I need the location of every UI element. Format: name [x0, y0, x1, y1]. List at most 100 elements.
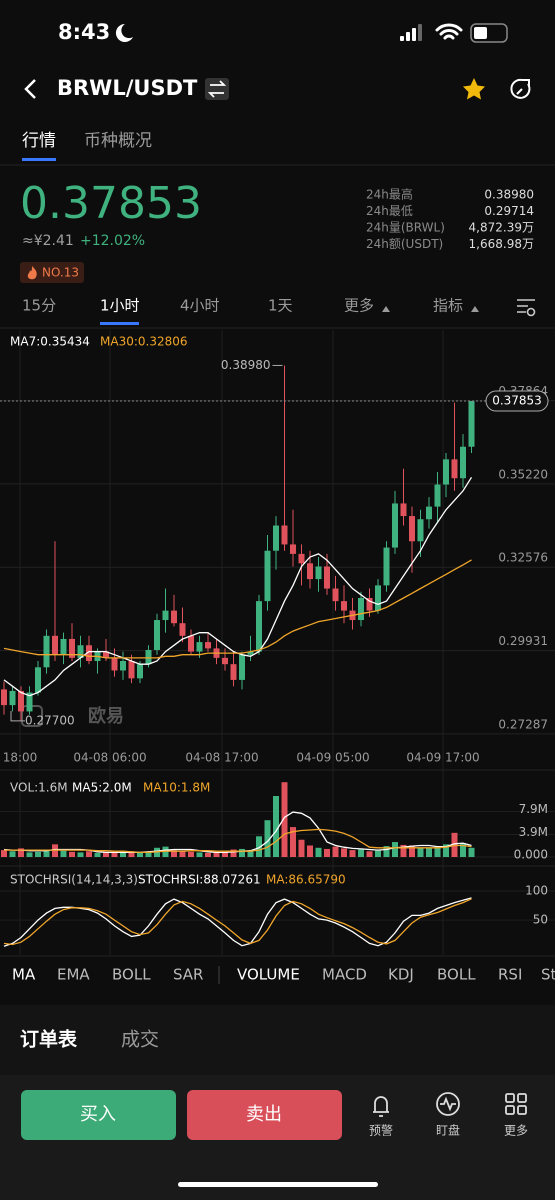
candle-body	[162, 610, 169, 621]
wifi-icon	[435, 23, 463, 40]
candle-body	[332, 588, 339, 602]
orders-section	[0, 1005, 555, 1075]
high-label: 0.38980	[221, 358, 271, 372]
indicator-tab[interactable]: VOLUME	[237, 966, 300, 984]
chart-settings-button[interactable]	[517, 299, 536, 317]
stat-value: 0.38980	[484, 188, 534, 202]
interval-tab[interactable]: 指标	[433, 297, 463, 315]
sell-button[interactable]	[187, 1090, 342, 1140]
status-time: 8:43	[58, 20, 110, 44]
candle-body	[298, 553, 305, 564]
volume-bar	[366, 851, 373, 857]
tab-orderbook[interactable]: 订单表	[20, 1028, 78, 1051]
stoch-k-legend: STOCHRSI:88.07261	[138, 873, 261, 887]
volume-bar	[179, 851, 186, 857]
interval-tab[interactable]: 1天	[268, 297, 293, 315]
indicator-tab[interactable]: KDJ	[388, 966, 414, 984]
candle-body	[247, 651, 254, 655]
candle-body	[9, 690, 16, 706]
candle-body	[324, 566, 330, 589]
ma7-legend: MA7:0.35434	[10, 335, 90, 349]
candle-body	[137, 664, 143, 679]
volume-bar	[137, 852, 143, 857]
candle-body	[205, 642, 211, 649]
volume-bar	[188, 851, 194, 857]
volume-bar	[120, 852, 126, 857]
volume-bar	[239, 848, 245, 857]
volume-bar	[35, 851, 41, 857]
vol-ma10-legend: MA10:1.8M	[143, 781, 210, 795]
tool-label: 盯盘	[436, 1123, 460, 1138]
candle-body	[443, 459, 449, 485]
volume-bar	[86, 851, 92, 857]
tab-trades[interactable]: 成交	[121, 1029, 159, 1051]
stoch-legend: STOCHRSI(14,14,3,3)	[10, 873, 138, 887]
y-tick-label: 7.9M	[519, 802, 548, 816]
low-marker	[10, 710, 25, 722]
candle-body	[468, 401, 475, 447]
interval-tab[interactable]: 15分	[22, 297, 56, 315]
watch-icon[interactable]	[436, 1092, 460, 1116]
time-label: 04-09 17:00	[406, 751, 479, 765]
volume-bar	[426, 847, 432, 857]
candle-body	[171, 610, 177, 624]
candle-body	[222, 657, 228, 665]
stat-label: 24h额(USDT)	[366, 237, 443, 251]
indicator-tab[interactable]: BOLL	[112, 966, 151, 984]
tool-label: 预警	[369, 1123, 393, 1138]
tab-overview[interactable]: 币种概况	[84, 131, 152, 151]
volume-bar	[468, 847, 475, 857]
candle-body	[315, 566, 322, 580]
y-tick-label: 50	[533, 913, 548, 927]
indicator-tab[interactable]: MA	[12, 966, 36, 984]
tab-market[interactable]: 行情	[22, 131, 56, 151]
volume-bar	[434, 846, 441, 857]
indicator-tab[interactable]: EMA	[57, 966, 90, 984]
candle-body	[230, 664, 237, 680]
favorite-star[interactable]	[463, 78, 485, 100]
alert-icon[interactable]	[373, 1096, 389, 1117]
share-button[interactable]	[510, 78, 531, 99]
indicator-tab[interactable]: MACD	[322, 966, 367, 984]
candle-body	[451, 459, 458, 479]
candle-body	[26, 692, 33, 712]
candle-body	[77, 645, 84, 658]
time-label: 04-09 05:00	[296, 751, 369, 765]
volume-bar	[26, 852, 33, 857]
volume-bar	[230, 849, 237, 857]
volume-bar	[145, 851, 152, 857]
candle-body	[43, 635, 50, 668]
interval-tab[interactable]: 更多	[344, 297, 374, 315]
candle-body	[417, 519, 424, 542]
back-button[interactable]	[24, 79, 36, 99]
y-tick-label: 0.29931	[498, 634, 548, 648]
indicator-tab[interactable]: RSI	[498, 966, 522, 984]
buy-button[interactable]	[21, 1090, 176, 1140]
volume-bar	[383, 846, 390, 857]
switch-pair-button[interactable]	[205, 78, 229, 100]
indicator-tab[interactable]: St	[541, 966, 555, 984]
rank-badge[interactable]	[20, 262, 84, 283]
indicator-tab[interactable]: BOLL	[437, 966, 476, 984]
candle-body	[383, 547, 390, 586]
candle-body	[18, 690, 24, 712]
more-icon[interactable]	[505, 1093, 527, 1115]
interval-tab[interactable]: 4小时	[180, 297, 220, 315]
candle-body	[307, 563, 313, 580]
stochrsi-k-line	[3, 897, 472, 947]
interval-tab[interactable]: 1小时	[100, 297, 140, 315]
candle-body	[290, 544, 296, 554]
last-price-label: 0.37853	[492, 394, 542, 408]
volume-bar	[222, 852, 228, 857]
indicator-tab[interactable]: SAR	[173, 966, 203, 984]
volume-bar	[9, 851, 16, 857]
y-tick-label: 0.27287	[498, 717, 548, 731]
ma30-legend: MA30:0.32806	[100, 335, 188, 349]
volume-bar	[171, 850, 177, 857]
volume-bar	[60, 850, 67, 857]
volume-bar	[77, 852, 84, 857]
tab-underline	[22, 158, 56, 161]
volume-bar	[18, 848, 24, 857]
